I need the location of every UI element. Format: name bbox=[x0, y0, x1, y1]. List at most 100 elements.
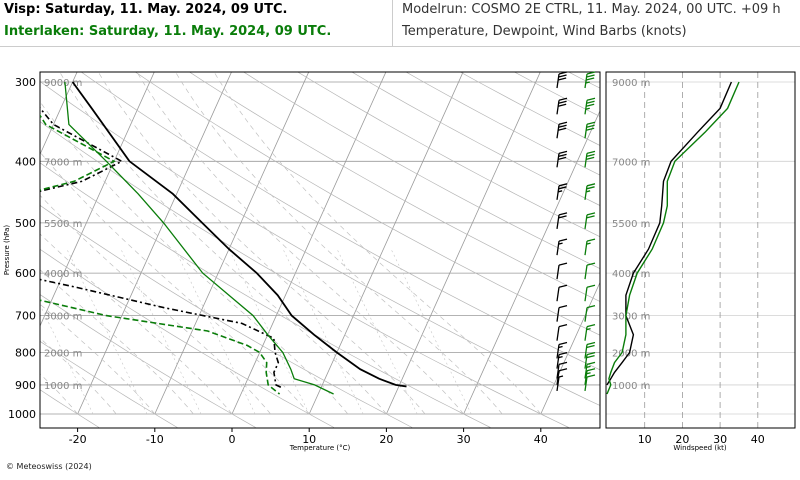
wind-barb-interlaken bbox=[584, 97, 596, 115]
dry-adiabat bbox=[243, 72, 600, 270]
visp-dewpoint-line bbox=[40, 106, 283, 389]
dry-adiabat bbox=[40, 294, 256, 428]
dry-adiabat bbox=[752, 32, 800, 428]
wind-barb-visp bbox=[556, 121, 568, 139]
dry-adiabat bbox=[80, 72, 600, 371]
wind-barb-interlaken bbox=[584, 71, 596, 89]
dry-adiabat bbox=[40, 340, 178, 428]
dry-adiabat bbox=[40, 81, 600, 406]
wind-barb-visp bbox=[556, 324, 568, 341]
chart-subtitle: Temperature, Dewpoint, Wind Barbs (knots… bbox=[402, 24, 687, 39]
skewt-frame bbox=[39, 71, 601, 429]
pressure-axis-label: Pressure (hPa) bbox=[3, 225, 11, 275]
wind-barb-visp bbox=[556, 262, 568, 280]
wind-profiles bbox=[606, 81, 740, 395]
wind-altitude-label: 3000 m bbox=[612, 312, 650, 323]
wind-barb-interlaken bbox=[584, 361, 596, 379]
wind-barb-interlaken bbox=[584, 121, 596, 139]
pressure-tick-label: 900 bbox=[15, 379, 36, 392]
skewt-grid bbox=[40, 32, 800, 428]
wind-profile-visp bbox=[606, 81, 733, 386]
wind-barb-visp bbox=[556, 361, 568, 379]
moist-adiabat bbox=[175, 72, 503, 415]
wind-barb-visp bbox=[556, 97, 568, 115]
dry-adiabat bbox=[40, 121, 569, 428]
wind-barb-interlaken bbox=[584, 238, 596, 256]
isotherm-line bbox=[463, 109, 600, 415]
wind-barb-visp bbox=[556, 212, 568, 229]
wind-barb-interlaken bbox=[584, 150, 596, 168]
altitude-label: 3000 m bbox=[44, 312, 82, 323]
wind-tick-label: 10 bbox=[638, 433, 652, 446]
temperature-tick-label: -20 bbox=[69, 433, 87, 446]
moist-adiabat bbox=[59, 72, 387, 415]
wind-altitude-label: 7000 m bbox=[612, 157, 650, 168]
mixing-ratio-line bbox=[336, 249, 418, 415]
wind-barb-visp bbox=[556, 238, 568, 256]
altitude-label: 2000 m bbox=[44, 348, 82, 359]
mixing-ratio-line bbox=[282, 249, 364, 415]
wind-barb-visp bbox=[556, 375, 564, 392]
isotherm-line bbox=[308, 72, 464, 415]
dry-adiabat bbox=[134, 72, 600, 336]
wind-altitude-label: 2000 m bbox=[612, 348, 650, 359]
pressure-tick-label: 600 bbox=[15, 267, 36, 280]
temperature-tick-label: 10 bbox=[302, 433, 316, 446]
altitude-label: 9000 m bbox=[44, 78, 82, 89]
altitude-label: 1000 m bbox=[44, 381, 82, 392]
isotherm-line bbox=[154, 72, 310, 415]
pressure-tick-label: 500 bbox=[15, 217, 36, 230]
dry-adiabat bbox=[40, 162, 491, 428]
wind-barb-interlaken bbox=[584, 262, 596, 280]
wind-barb-interlaken bbox=[584, 305, 596, 322]
visp-temperature-line bbox=[71, 81, 407, 388]
wind-tick-label: 20 bbox=[675, 433, 689, 446]
dry-adiabat bbox=[188, 72, 600, 302]
moist-adiabat bbox=[97, 72, 426, 415]
mixing-ratio-line bbox=[390, 249, 472, 415]
wind-barb-visp bbox=[556, 351, 568, 369]
wind-axis-label: Windspeed (kt) bbox=[673, 444, 726, 452]
altitude-label: 5500 m bbox=[44, 219, 82, 230]
wind-tick-label: 30 bbox=[713, 433, 727, 446]
wind-barb-visp bbox=[556, 341, 568, 359]
wind-altitude-label: 9000 m bbox=[612, 78, 650, 89]
moist-adiabat bbox=[136, 72, 464, 415]
dry-adiabat bbox=[701, 32, 800, 428]
dry-adiabat bbox=[649, 32, 800, 428]
mixing-ratio-line bbox=[228, 249, 310, 415]
dry-adiabat bbox=[40, 204, 413, 428]
wind-barb-visp bbox=[556, 183, 568, 200]
wind-altitude-label: 5500 m bbox=[612, 219, 650, 230]
mixing-ratio-line bbox=[40, 304, 94, 415]
pressure-tick-label: 800 bbox=[15, 346, 36, 359]
dry-adiabat bbox=[545, 32, 800, 428]
wind-barb-interlaken bbox=[584, 368, 596, 385]
mixing-ratio-line bbox=[174, 249, 256, 415]
wind-profile-interlaken bbox=[606, 81, 740, 395]
temperature-tick-label: -10 bbox=[146, 433, 164, 446]
skewt-profiles bbox=[40, 81, 407, 395]
wind-altitude-label: 1000 m bbox=[612, 381, 650, 392]
title-visp: Visp: Saturday, 11. May. 2024, 09 UTC. bbox=[4, 2, 288, 17]
moist-adiabat bbox=[40, 100, 349, 415]
moist-adiabat bbox=[213, 72, 542, 415]
temperature-tick-label: 40 bbox=[534, 433, 548, 446]
dry-adiabat bbox=[405, 72, 600, 176]
wind-barb-interlaken bbox=[584, 212, 596, 229]
temperature-tick-label: 20 bbox=[379, 433, 393, 446]
modelrun-label: Modelrun: COSMO 2E CTRL, 11. May. 2024, … bbox=[402, 2, 781, 17]
pressure-tick-label: 700 bbox=[15, 310, 36, 323]
wind-barb-interlaken bbox=[584, 183, 596, 200]
dry-adiabat bbox=[459, 72, 600, 146]
wind-barb-visp bbox=[556, 305, 568, 322]
header-separator bbox=[0, 46, 800, 47]
pressure-tick-label: 400 bbox=[15, 155, 36, 168]
wind-tick-label: 40 bbox=[751, 433, 765, 446]
dry-adiabat bbox=[351, 72, 600, 206]
wind-barb-interlaken bbox=[584, 284, 596, 302]
isotherm-line bbox=[40, 72, 155, 327]
interlaken-dewpoint-line bbox=[40, 113, 281, 395]
